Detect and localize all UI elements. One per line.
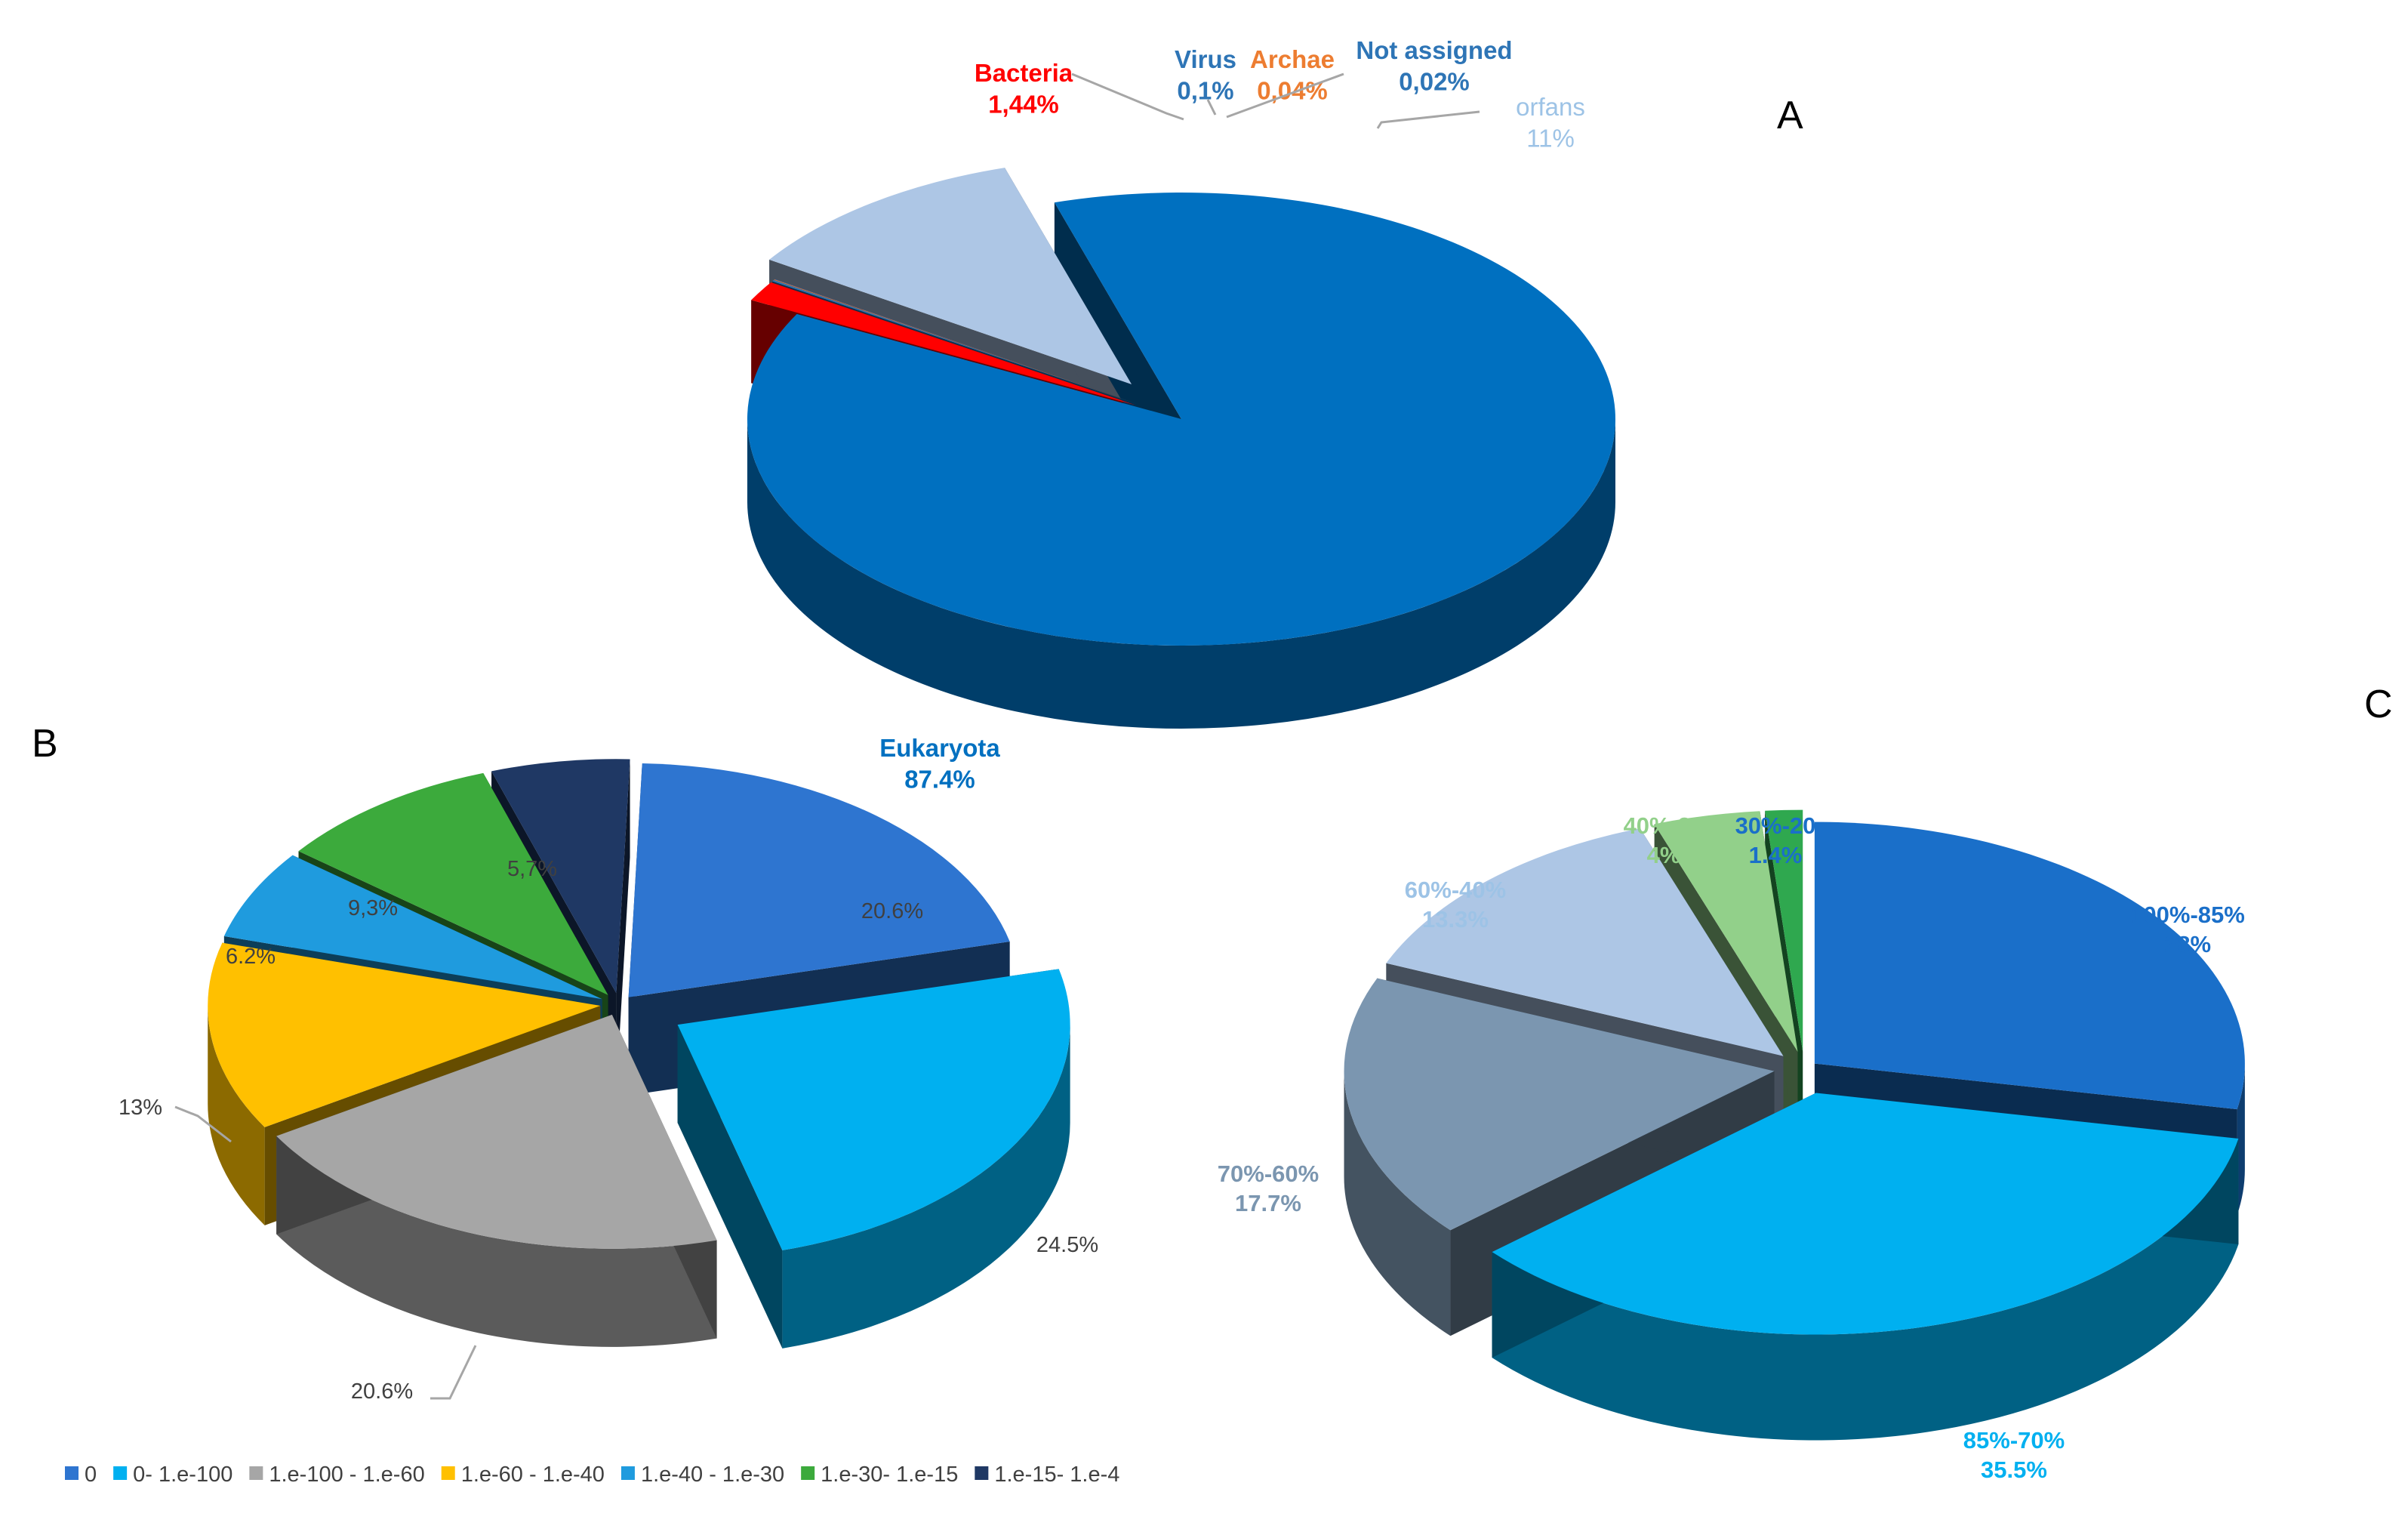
label-70-60: 70%-60% 17.7%	[1218, 1161, 1319, 1216]
slice-30-20	[1765, 809, 1803, 1052]
legend-swatch	[620, 1466, 635, 1480]
slice-edge-0-1-e-100	[677, 1025, 783, 1349]
legend-swatch	[801, 1466, 815, 1480]
slice-side-1-e-100-1-e-60	[276, 1136, 717, 1347]
leader-line	[174, 1105, 232, 1143]
legend-label: 1.e-100 - 1.e-60	[269, 1463, 424, 1487]
label-30-20: 30%-20 1.4%	[1735, 812, 1816, 868]
slice-100-85	[1814, 821, 2245, 1110]
slice-1-e-15-1-e-4	[491, 759, 630, 994]
leader-line	[430, 1345, 477, 1400]
slice-1-e-60-1-e-40	[208, 942, 601, 1127]
legend-item-1-e-100-1-e-60: 1.e-100 - 1.e-60	[249, 1463, 425, 1487]
legend-swatch	[65, 1466, 79, 1480]
slice-1-e-30-1-e-15	[298, 772, 608, 995]
value-label-1-e-30-1-e-15: 9,3%	[348, 896, 398, 920]
label-orfans: orfans 11%	[1516, 93, 1585, 152]
slice-0-1-e-100	[677, 969, 1070, 1250]
legend-label: 1.e-40 - 1.e-30	[641, 1463, 784, 1487]
legend-b: 0 0- 1.e-100 1.e-100 - 1.e-60 1.e-60 - 1.e-…	[65, 1463, 1119, 1487]
slice-eukaryota	[747, 193, 1615, 646]
leader-line	[1206, 99, 1217, 116]
slice-not-assigned	[774, 279, 1138, 404]
pie-chart-c: 100%-85% 28% 85%-70% 35.5% 70%-60% 17.7% 60%-4…	[1218, 809, 2245, 1483]
leader-line	[1376, 110, 1480, 129]
slice-side-85-70	[1492, 1139, 2239, 1441]
value-label-1-e-15-1-e-4: 5,7%	[507, 857, 557, 881]
value-label-0: 20.6%	[861, 899, 923, 923]
panel-letter-a: A	[1777, 94, 1803, 137]
legend-swatch	[113, 1466, 128, 1480]
legend-swatch	[441, 1466, 455, 1480]
legend-item-0-1-e-100: 0- 1.e-100	[113, 1463, 232, 1487]
value-label-0-1-e-100: 24.5%	[1036, 1233, 1098, 1257]
leader-line	[1071, 72, 1184, 121]
slice-side-0-1-e-100	[782, 1025, 1070, 1349]
slice-side-eukaryota	[747, 419, 1615, 729]
legend-label: 0	[85, 1463, 97, 1487]
legend-swatch	[249, 1466, 263, 1480]
pie-chart-a: Eukaryota 87.4% Bacteria 1,44% Virus 0,1%Arch…	[747, 36, 1615, 793]
legend-item-1-e-15-1-e-4: 1.e-15- 1.e-4	[975, 1463, 1119, 1487]
slice-orfans	[769, 168, 1132, 385]
panel-letter-b: B	[32, 722, 58, 766]
leader-line	[1226, 72, 1344, 119]
legend-label: 0- 1.e-100	[133, 1463, 232, 1487]
legend-item-1-e-30-1-e-15: 1.e-30- 1.e-15	[801, 1463, 958, 1487]
legend-item-1-e-40-1-e-30: 1.e-40 - 1.e-30	[620, 1463, 784, 1487]
slice-virus	[772, 279, 1138, 405]
legend-label: 1.e-15- 1.e-4	[994, 1463, 1119, 1487]
slice-side-70-60	[1344, 1071, 1451, 1336]
label-40-30: 40%-30 4%	[1624, 812, 1704, 868]
slice-60-40	[1386, 828, 1784, 1056]
slice-40-30	[1654, 811, 1798, 1053]
legend-item-1-e-60-1-e-40: 1.e-60 - 1.e-40	[441, 1463, 605, 1487]
value-label-1-e-60-1-e-40: 13%	[119, 1096, 162, 1120]
slice-1-e-100-1-e-60	[276, 1014, 717, 1249]
panel-letter-c: C	[2364, 683, 2393, 726]
slice-side-100-85	[2237, 1063, 2245, 1216]
value-label-1-e-100-1-e-60: 20.6%	[351, 1379, 413, 1404]
label-60-40: 60%-40% 13.3%	[1405, 877, 1506, 932]
label-85-70: 85%-70% 35.5%	[1963, 1427, 2065, 1483]
label-virus: Virus 0,1%	[1175, 45, 1236, 104]
slice-edge-1-e-15-1-e-4	[616, 759, 630, 1092]
label-not-assigned: Not assigned 0,02%	[1356, 36, 1512, 95]
slice-side-1-e-60-1-e-40	[208, 1006, 265, 1225]
label-100-85: 100%-85% 28%	[2130, 902, 2245, 957]
panel-letters: A B C	[32, 94, 2393, 766]
legend-item-0: 0	[65, 1463, 97, 1487]
legend-label: 1.e-60 - 1.e-40	[461, 1463, 605, 1487]
pie-chart-b: 20.6% 24.5% 20.6% 13% 6.2% 9,3% 5,7%	[119, 759, 1098, 1404]
slice-bacteria	[751, 282, 1136, 405]
slice-85-70	[1492, 1093, 2239, 1335]
value-label-1-e-40-1-e-30: 6.2%	[226, 945, 276, 969]
slice-70-60	[1344, 978, 1775, 1231]
slice-0	[628, 763, 1010, 997]
legend-swatch	[975, 1466, 989, 1480]
slice-archae	[774, 279, 1138, 404]
slice-1-e-40-1-e-30	[223, 855, 602, 1000]
label-bacteria: Bacteria 1,44%	[975, 59, 1073, 118]
label-eukaryota: Eukaryota 87.4%	[879, 734, 1000, 793]
label-archae: Archae 0,04%	[1250, 45, 1335, 104]
legend-label: 1.e-30- 1.e-15	[821, 1463, 958, 1487]
